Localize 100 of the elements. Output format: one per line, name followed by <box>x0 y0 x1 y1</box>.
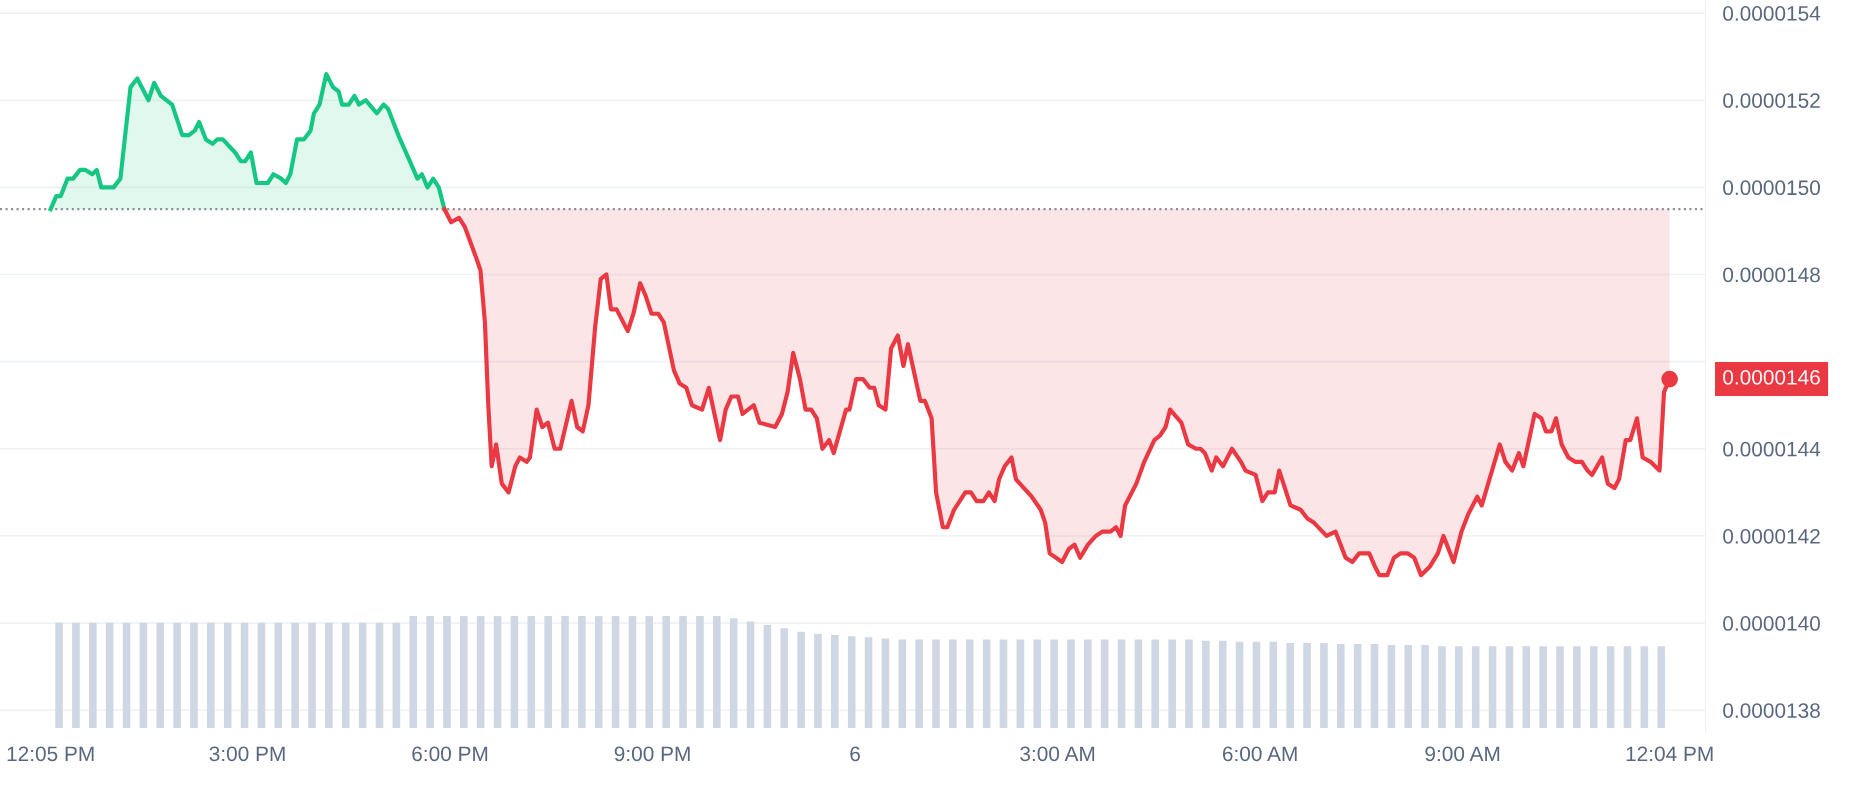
bar <box>814 633 822 728</box>
bar <box>881 638 890 728</box>
bar <box>594 616 603 728</box>
bar <box>628 616 637 728</box>
y-tick-label: 0.0000152 <box>1723 93 1820 108</box>
x-tick-label: 9:00 AM <box>1425 746 1500 762</box>
bar <box>1387 645 1396 728</box>
bar <box>426 616 434 728</box>
bar <box>72 622 80 728</box>
bar <box>55 622 63 728</box>
x-tick-label: 12:05 PM <box>7 746 94 762</box>
bar <box>1303 642 1311 728</box>
bar <box>746 621 755 728</box>
bar <box>949 639 957 728</box>
bar <box>1033 639 1042 728</box>
x-tick-label: 6:00 AM <box>1222 746 1297 762</box>
bar <box>1488 646 1497 728</box>
bar <box>493 616 502 728</box>
bar <box>207 622 215 728</box>
bar <box>1050 639 1058 728</box>
bar <box>375 622 384 728</box>
bar <box>1556 646 1564 728</box>
bar <box>847 636 856 728</box>
bar <box>409 616 418 728</box>
bar <box>443 616 451 728</box>
bar <box>1168 639 1176 728</box>
y-tick-label: 0.0000140 <box>1723 616 1820 631</box>
bar <box>1185 639 1193 728</box>
bar <box>696 616 704 728</box>
y-tick-label: 0.0000142 <box>1723 528 1820 544</box>
bar <box>898 639 907 728</box>
bar <box>1455 646 1463 728</box>
bar <box>864 637 873 728</box>
x-tick-label: 6 <box>850 746 860 762</box>
bar <box>1134 639 1143 728</box>
bar <box>561 616 569 728</box>
bar <box>1016 639 1025 728</box>
bar <box>527 616 536 728</box>
bar <box>712 616 721 728</box>
bar <box>611 616 620 728</box>
y-tick-label: 0.0000138 <box>1723 703 1820 718</box>
bar <box>510 616 519 728</box>
bar <box>274 622 283 728</box>
bar <box>932 639 940 728</box>
bar <box>544 616 552 728</box>
bar <box>105 622 114 728</box>
bar <box>965 639 974 728</box>
y-tick-label: 0.0000150 <box>1723 180 1820 196</box>
bar <box>662 616 670 728</box>
bar <box>578 616 586 728</box>
bar <box>173 622 181 728</box>
bar <box>156 622 165 728</box>
bar <box>476 616 485 728</box>
bar <box>1404 645 1413 728</box>
bar <box>763 624 772 728</box>
bar <box>308 622 316 728</box>
bar <box>1370 644 1379 728</box>
bar <box>190 622 198 728</box>
bar <box>797 631 805 728</box>
x-tick-label: 6:00 PM <box>412 746 488 762</box>
bar <box>1539 646 1547 728</box>
bar <box>122 622 131 728</box>
bar <box>729 618 738 728</box>
bar <box>291 622 299 728</box>
bar <box>139 622 148 728</box>
bar <box>1117 639 1126 728</box>
bar <box>1623 646 1632 728</box>
bar <box>831 635 839 728</box>
x-tick-label: 3:00 AM <box>1020 746 1095 762</box>
bar <box>780 628 789 728</box>
x-tick-label: 12:04 PM <box>1626 746 1713 762</box>
bar <box>1235 641 1244 728</box>
bar <box>679 616 687 728</box>
bar <box>223 622 232 728</box>
bar <box>1336 644 1345 728</box>
bar <box>1218 640 1227 728</box>
bar <box>358 622 367 728</box>
bar <box>1286 642 1294 728</box>
bar <box>89 622 97 728</box>
y-tick-label: 0.0000148 <box>1723 267 1820 283</box>
bar <box>325 622 333 728</box>
y-tick-label: 0.0000144 <box>1723 441 1821 457</box>
x-tick-label: 3:00 PM <box>209 746 285 762</box>
bar <box>999 639 1008 728</box>
bar <box>982 639 991 728</box>
annotation: 0.0000146 <box>1723 369 1820 385</box>
bar <box>1522 646 1531 728</box>
bar <box>1353 644 1362 728</box>
bar <box>1151 639 1160 728</box>
bar <box>1269 641 1278 728</box>
bar <box>1252 641 1261 728</box>
bar <box>257 622 266 728</box>
bar <box>392 622 401 728</box>
bar <box>341 622 350 728</box>
bar <box>1067 639 1075 728</box>
bar <box>1589 646 1598 728</box>
bar <box>915 639 923 728</box>
bar <box>1471 646 1480 728</box>
bar <box>1438 646 1446 728</box>
bar <box>1505 646 1514 728</box>
